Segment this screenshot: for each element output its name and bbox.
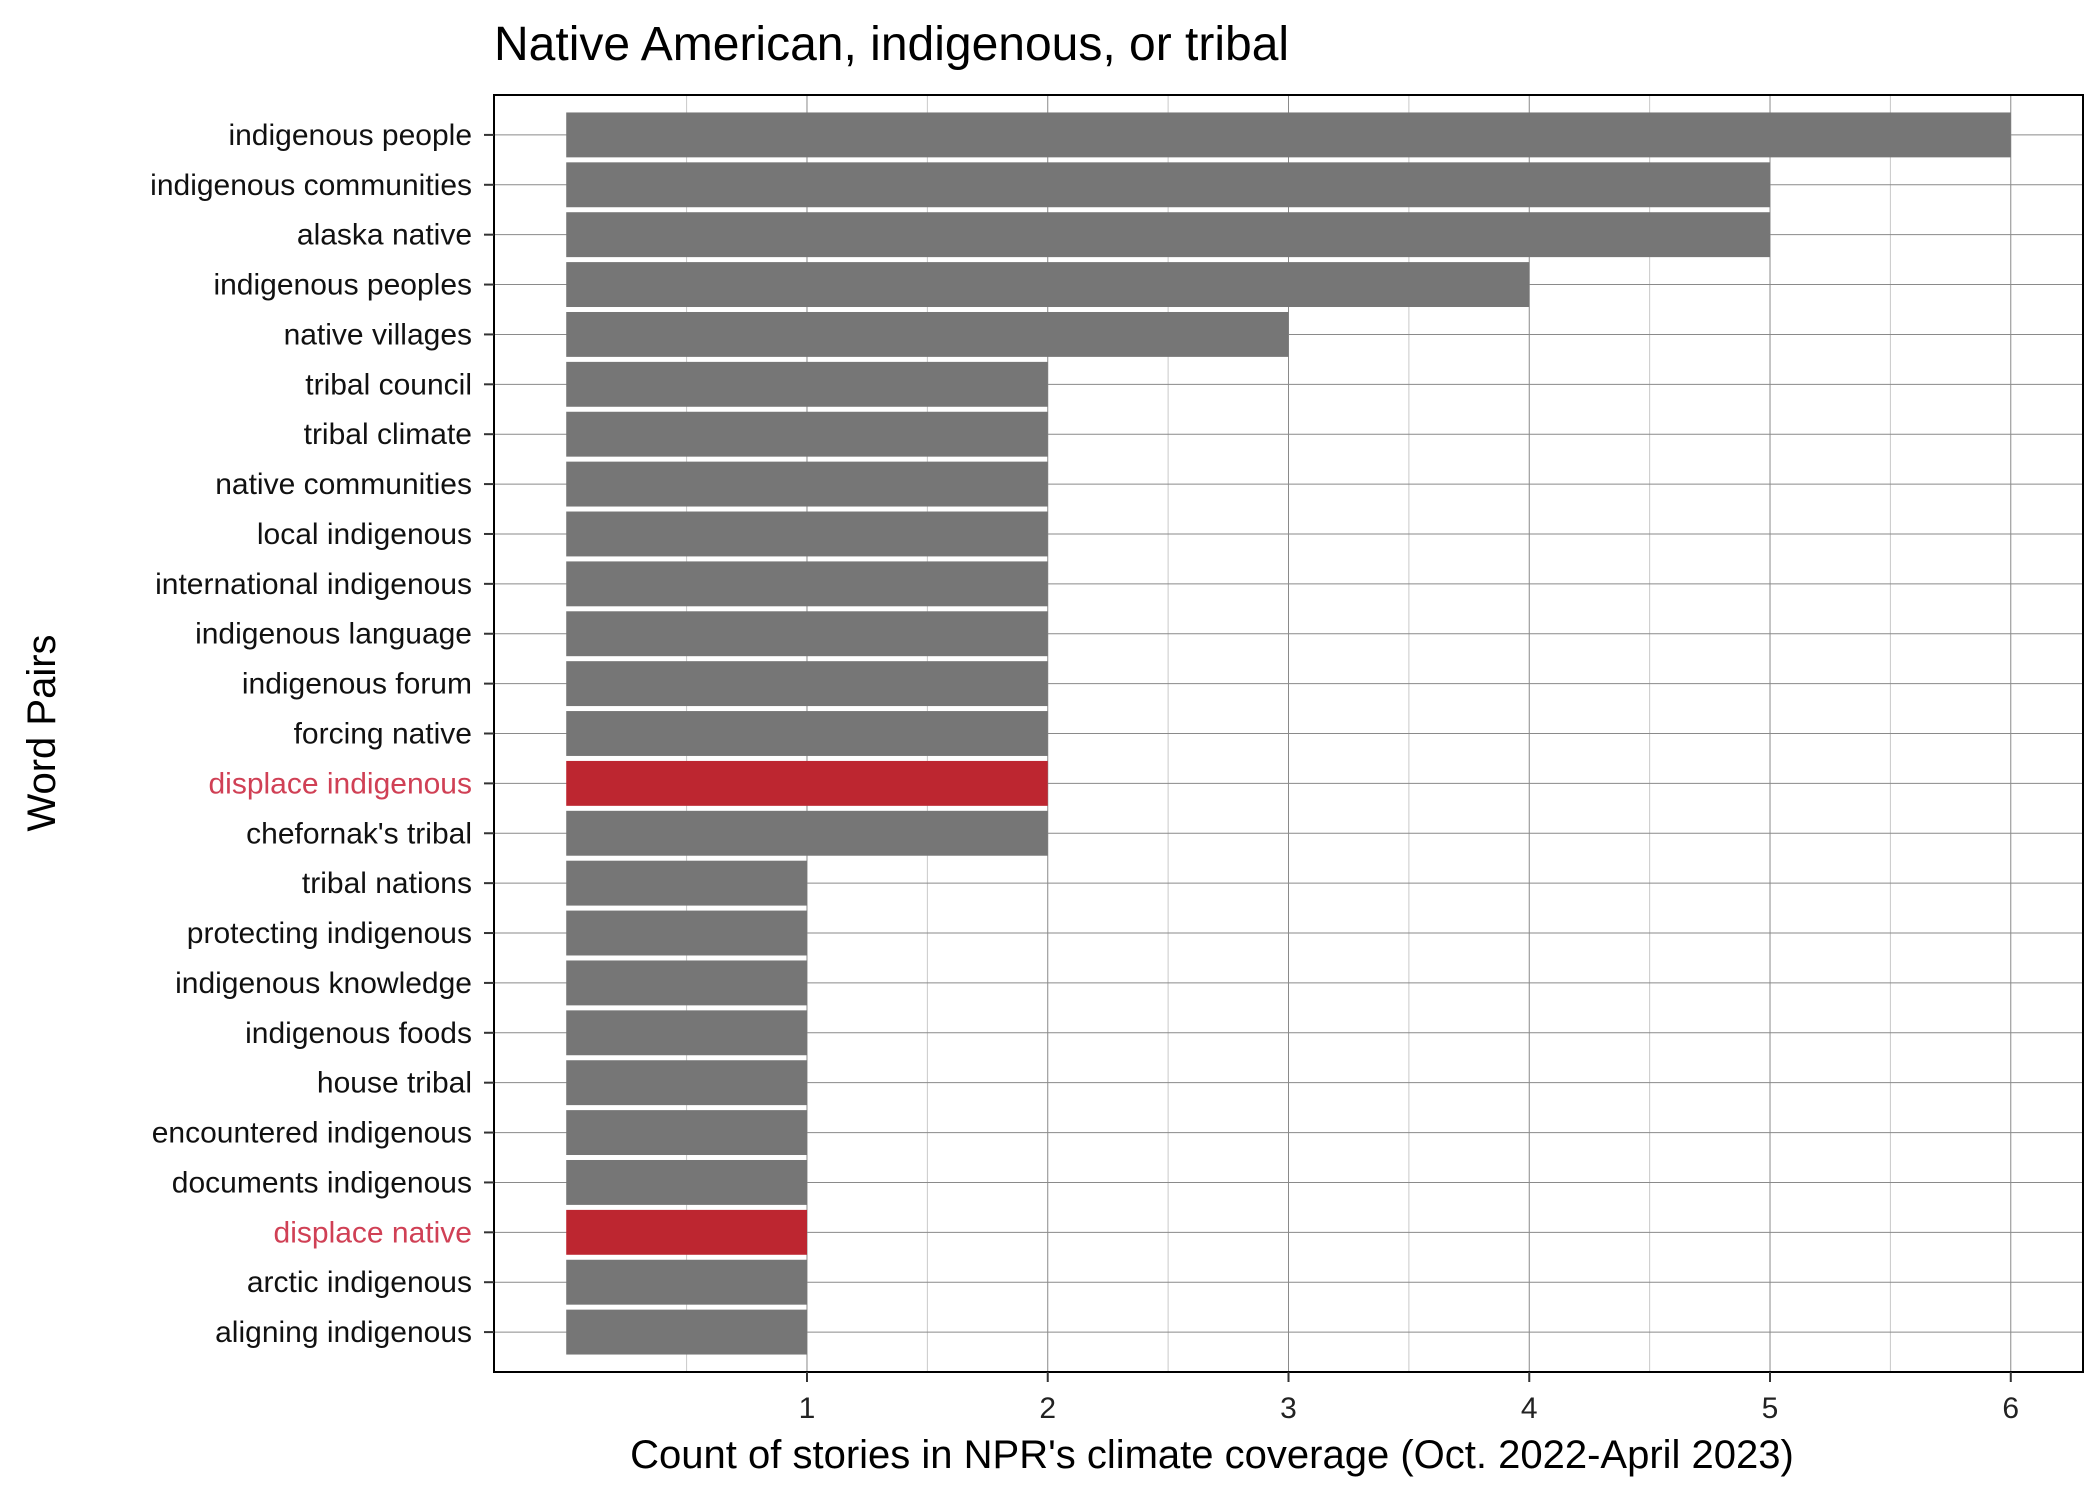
category-label: tribal nations <box>302 867 472 900</box>
bar <box>566 561 1048 607</box>
bar <box>566 1309 807 1355</box>
category-label: tribal council <box>305 368 472 401</box>
category-label: native villages <box>284 318 472 351</box>
chart-title: Native American, indigenous, or tribal <box>494 18 1289 71</box>
bar <box>566 411 1048 457</box>
bar <box>566 262 1530 308</box>
category-label: forcing native <box>294 718 472 751</box>
x-tick-label: 6 <box>2002 1392 2019 1425</box>
category-label: tribal climate <box>304 418 472 451</box>
bar <box>566 1259 807 1305</box>
category-label: house tribal <box>317 1067 472 1100</box>
category-label: protecting indigenous <box>187 917 472 950</box>
bar <box>566 611 1048 657</box>
category-label: displace native <box>274 1216 472 1249</box>
category-label: native communities <box>215 468 472 501</box>
bar <box>566 960 807 1006</box>
x-axis-ticks: 1 2 3 4 5 6 <box>799 1372 2019 1425</box>
category-label: international indigenous <box>155 568 472 601</box>
category-label: encountered indigenous <box>152 1117 472 1150</box>
category-label: indigenous peoples <box>213 269 472 302</box>
bars <box>566 112 2011 1355</box>
category-label: displace indigenous <box>208 767 472 800</box>
bar <box>566 511 1048 557</box>
bar <box>566 1110 807 1156</box>
category-label: aligning indigenous <box>215 1316 472 1349</box>
y-axis-title: Word Pairs <box>20 634 64 831</box>
bar <box>566 112 2011 158</box>
x-axis-title: Count of stories in NPR's climate covera… <box>630 1433 1794 1477</box>
bar <box>566 461 1048 507</box>
category-label: indigenous forum <box>242 668 472 701</box>
y-axis-categories: indigenous people indigenous communities a… <box>150 119 494 1349</box>
category-label: indigenous foods <box>245 1017 472 1050</box>
category-label: indigenous language <box>195 618 472 651</box>
x-tick-label: 5 <box>1762 1392 1779 1425</box>
category-label: local indigenous <box>257 518 472 551</box>
category-label: alaska native <box>297 219 472 252</box>
category-label: documents indigenous <box>172 1166 472 1199</box>
bar <box>566 711 1048 756</box>
x-tick-label: 2 <box>1039 1392 1056 1425</box>
x-tick-label: 3 <box>1280 1392 1297 1425</box>
category-label: indigenous people <box>228 119 472 152</box>
bar <box>566 860 807 906</box>
bar <box>566 162 1771 208</box>
bar <box>566 810 1048 856</box>
bar <box>566 361 1048 407</box>
category-label: indigenous knowledge <box>175 967 472 1000</box>
x-tick-label: 1 <box>799 1392 816 1425</box>
category-label: chefornak's tribal <box>246 817 472 850</box>
bar <box>566 311 1289 357</box>
bar-highlighted <box>566 760 1048 806</box>
category-label: indigenous communities <box>150 169 472 202</box>
bar <box>566 1010 807 1056</box>
bar <box>566 1060 807 1106</box>
bar <box>566 910 807 956</box>
bar <box>566 212 1771 258</box>
bar <box>566 661 1048 707</box>
bar <box>566 1159 807 1205</box>
x-tick-label: 4 <box>1521 1392 1538 1425</box>
category-label: arctic indigenous <box>247 1266 472 1299</box>
bar-highlighted <box>566 1209 807 1255</box>
